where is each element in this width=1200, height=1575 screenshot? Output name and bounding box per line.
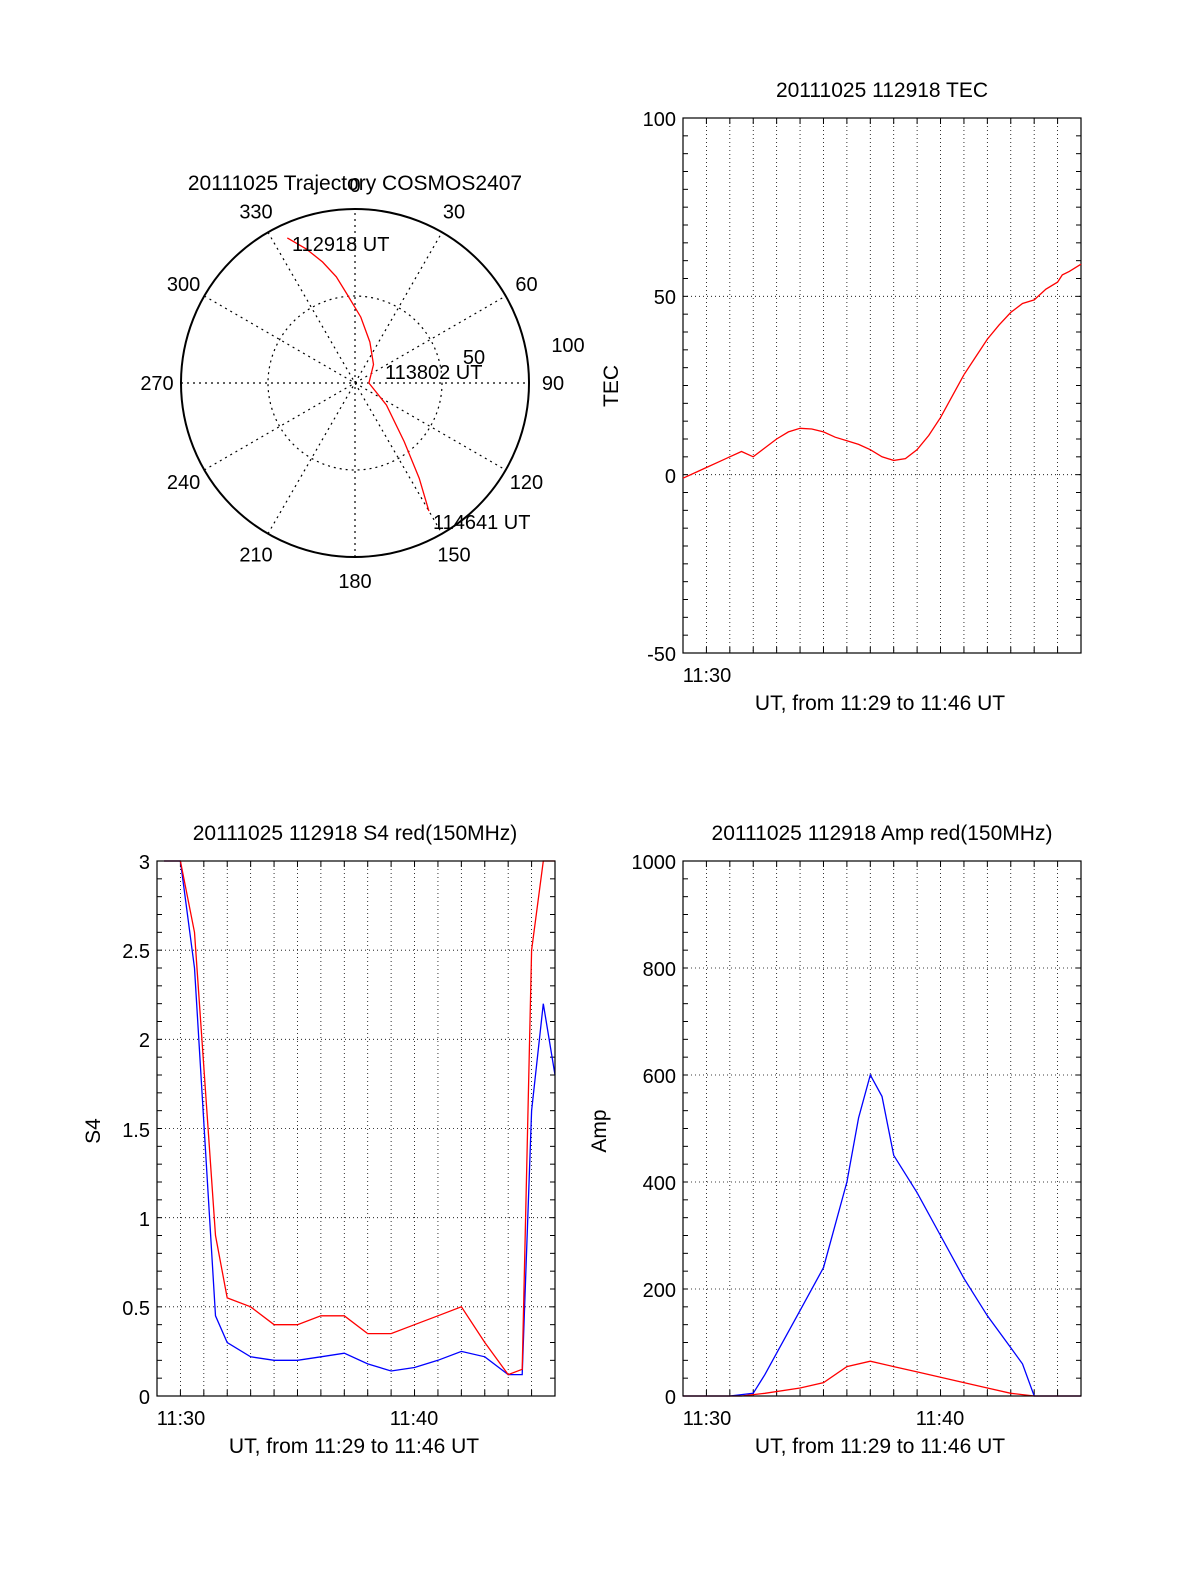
s4-title: 20111025 112918 S4 red(150MHz): [193, 822, 518, 845]
amp-title: 20111025 112918 Amp red(150MHz): [712, 822, 1053, 845]
azimuth-label-30: 30: [443, 202, 465, 224]
amp-plot-frame: [682, 860, 1082, 1397]
tec-minor-ticks: [683, 118, 1081, 653]
s4-ytick-label: 3: [139, 852, 150, 874]
s4-ytick-label: 2: [139, 1030, 150, 1052]
s4-ytick-label: 0.5: [122, 1298, 150, 1320]
tec-ytick-label: 0: [665, 466, 676, 488]
azimuth-label-300: 300: [167, 274, 200, 296]
tec-ytick-label: 100: [643, 109, 676, 131]
amp-blue-series-line: [683, 1073, 1081, 1397]
azimuth-label-120: 120: [510, 472, 543, 494]
amp-grid: [683, 861, 1081, 1396]
s4-panel: 20111025 112918 S4 red(150MHz) 0 0.5 1 1…: [82, 822, 556, 1458]
polar-spoke: [267, 232, 443, 534]
amp-y-axis-label: Amp: [588, 1109, 611, 1152]
polar-azimuth-labels: 0 30 60 90 120 150 180 210 240 270 300 3…: [140, 175, 564, 593]
s4-y-tick-labels: 0 0.5 1 1.5 2 2.5 3: [122, 852, 150, 1409]
amp-minor-ticks: [683, 861, 1081, 1396]
amp-ytick-label: 1000: [632, 852, 677, 874]
amp-ytick-label: 600: [643, 1066, 676, 1088]
s4-x-axis-label: UT, from 11:29 to 11:46 UT: [229, 1435, 479, 1458]
polar-inner-circle: [267, 295, 443, 471]
amp-x-axis-label: UT, from 11:29 to 11:46 UT: [755, 1435, 1005, 1458]
azimuth-label-60: 60: [515, 274, 537, 296]
amp-panel: 20111025 112918 Amp red(150MHz) 0 200 40…: [588, 822, 1082, 1458]
s4-minor-ticks: [157, 861, 555, 1396]
tec-series-line: [682, 263, 1082, 479]
tec-plot-frame: [682, 117, 1082, 654]
azimuth-label-150: 150: [437, 544, 470, 566]
azimuth-label-270: 270: [140, 373, 173, 395]
annotation-end-time: 114641 UT: [433, 512, 530, 534]
azimuth-label-90: 90: [542, 373, 564, 395]
tec-y-tick-labels: -50 0 50 100: [643, 109, 676, 666]
polar-trajectory-line: [286, 237, 430, 512]
azimuth-label-0: 0: [349, 175, 360, 197]
azimuth-label-180: 180: [338, 571, 371, 593]
s4-grid: [157, 861, 555, 1396]
polar-panel: 20111025 Trajectory COSMOS2407 0 30 60 9…: [140, 172, 584, 593]
radial-tick-100: 100: [551, 335, 584, 357]
radial-tick-50: 50: [463, 347, 485, 369]
polar-title: 20111025 Trajectory COSMOS2407: [188, 172, 522, 195]
annotation-mid-time: 113802 UT: [385, 362, 482, 384]
s4-blue-series-line: [164, 860, 556, 1376]
tec-title: 20111025 112918 TEC: [776, 79, 988, 102]
amp-ytick-label: 200: [643, 1280, 676, 1302]
amp-xtick-label: 11:30: [683, 1408, 732, 1430]
amp-ytick-label: 800: [643, 959, 676, 981]
tec-xtick-label: 11:30: [683, 665, 732, 687]
tec-ytick-label: -50: [647, 644, 676, 666]
azimuth-label-210: 210: [239, 544, 272, 566]
s4-y-axis-label: S4: [82, 1118, 105, 1144]
azimuth-label-330: 330: [239, 202, 272, 224]
azimuth-label-240: 240: [167, 472, 200, 494]
tec-grid: [683, 118, 1081, 653]
amp-red-series-line: [683, 1360, 1081, 1397]
s4-red-series-line: [164, 860, 555, 1376]
s4-plot-frame: [156, 860, 556, 1397]
tec-ytick-label: 50: [654, 287, 676, 309]
annotation-start-time: 112918 UT: [292, 234, 389, 256]
tec-panel: 20111025 112918 TEC -50 0 50 100 11:30 U…: [600, 79, 1082, 715]
amp-ytick-label: 400: [643, 1173, 676, 1195]
tec-x-axis-label: UT, from 11:29 to 11:46 UT: [755, 692, 1005, 715]
s4-ytick-label: 1: [139, 1209, 150, 1231]
polar-spokes: [181, 209, 529, 557]
s4-ytick-label: 1.5: [122, 1120, 150, 1142]
s4-xtick-label: 11:40: [390, 1408, 439, 1430]
s4-ytick-label: 2.5: [122, 941, 150, 963]
s4-ytick-label: 0: [139, 1387, 150, 1409]
amp-ytick-label: 0: [665, 1387, 676, 1409]
tec-y-axis-label: TEC: [600, 365, 623, 407]
amp-xtick-label: 11:40: [916, 1408, 965, 1430]
s4-xtick-label: 11:30: [157, 1408, 206, 1430]
amp-y-tick-labels: 0 200 400 600 800 1000: [632, 852, 677, 1409]
